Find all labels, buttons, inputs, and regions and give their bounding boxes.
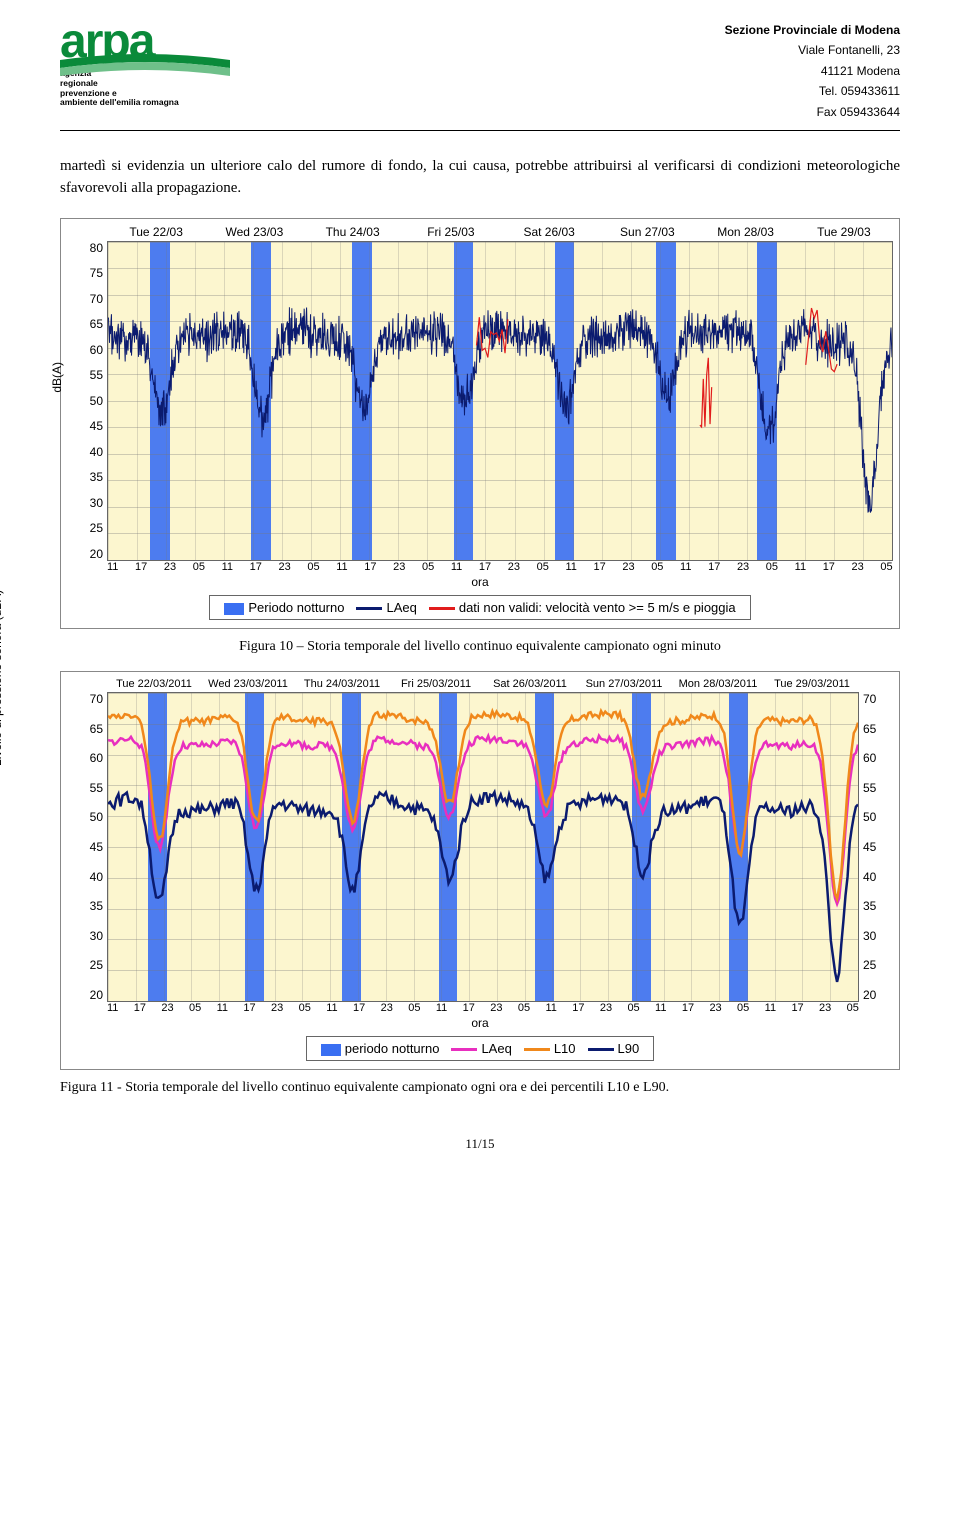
address-block: Sezione Provinciale di Modena Viale Font…	[725, 20, 900, 122]
chart2-y-label: Livello di pressione sonora (dBA)	[0, 590, 4, 766]
legend-item-l90: L90	[588, 1041, 640, 1056]
header-rule	[60, 130, 900, 131]
figure-10-chart: Tue 22/03Wed 23/03Thu 24/03Fri 25/03Sat …	[60, 218, 900, 629]
chart1-day-labels: Tue 22/03Wed 23/03Thu 24/03Fri 25/03Sat …	[67, 225, 893, 239]
chart2-y-axis-right: 7065605550454035302520	[859, 692, 893, 1002]
page-header: arpa agenzia regionale prevenzione e amb…	[60, 20, 900, 122]
address-section: Sezione Provinciale di Modena	[725, 20, 900, 40]
figure-10-caption: Figura 10 – Storia temporale del livello…	[60, 639, 900, 655]
figure-11-caption: Figura 11 - Storia temporale del livello…	[60, 1080, 900, 1096]
logo-sub-line: ambiente dell'emilia romagna	[60, 97, 179, 107]
figure-11-chart: Tue 22/03/2011Wed 23/03/2011Thu 24/03/20…	[60, 671, 900, 1070]
logo-sub-line: prevenzione e	[60, 88, 117, 98]
chart2-plot-area	[107, 692, 859, 1002]
chart2-x-axis: 1117230511172305111723051117230511172305…	[107, 1002, 859, 1014]
chart1-plot-area	[107, 241, 893, 561]
address-fax: Fax 059433644	[725, 102, 900, 122]
legend-item-laeq: LAeq	[451, 1041, 511, 1056]
chart2-y-axis: 7065605550454035302520Livello di pressio…	[67, 692, 107, 1002]
chart1-x-axis: 1117230511172305111723051117230511172305…	[107, 561, 893, 573]
logo-sub-line: regionale	[60, 78, 98, 88]
chart1-y-axis: 80757065605550454035302520dB(A)	[67, 241, 107, 561]
legend-item-invalid: dati non validi: velocità vento >= 5 m/s…	[429, 600, 736, 615]
chart1-y-label: dB(A)	[50, 362, 64, 393]
chart1-x-label: ora	[67, 575, 893, 589]
arpa-logo: arpa agenzia regionale prevenzione e amb…	[60, 20, 230, 110]
address-street: Viale Fontanelli, 23	[725, 40, 900, 60]
chart2-day-labels: Tue 22/03/2011Wed 23/03/2011Thu 24/03/20…	[67, 678, 893, 690]
legend-item-laeq: LAeq	[356, 600, 416, 615]
address-city: 41121 Modena	[725, 61, 900, 81]
address-tel: Tel. 059433611	[725, 81, 900, 101]
chart2-x-label: ora	[67, 1016, 893, 1030]
logo-sweep-icon	[60, 54, 230, 76]
body-paragraph: martedì si evidenzia un ulteriore calo d…	[60, 155, 900, 200]
legend-item-l10: L10	[524, 1041, 576, 1056]
chart2-legend: periodo notturno LAeq L10 L90	[306, 1036, 654, 1061]
page-number: 11/15	[60, 1136, 900, 1152]
legend-item-night: periodo notturno	[321, 1041, 440, 1056]
legend-item-night: Periodo notturno	[224, 600, 344, 615]
chart1-legend: Periodo notturno LAeq dati non validi: v…	[209, 595, 750, 620]
